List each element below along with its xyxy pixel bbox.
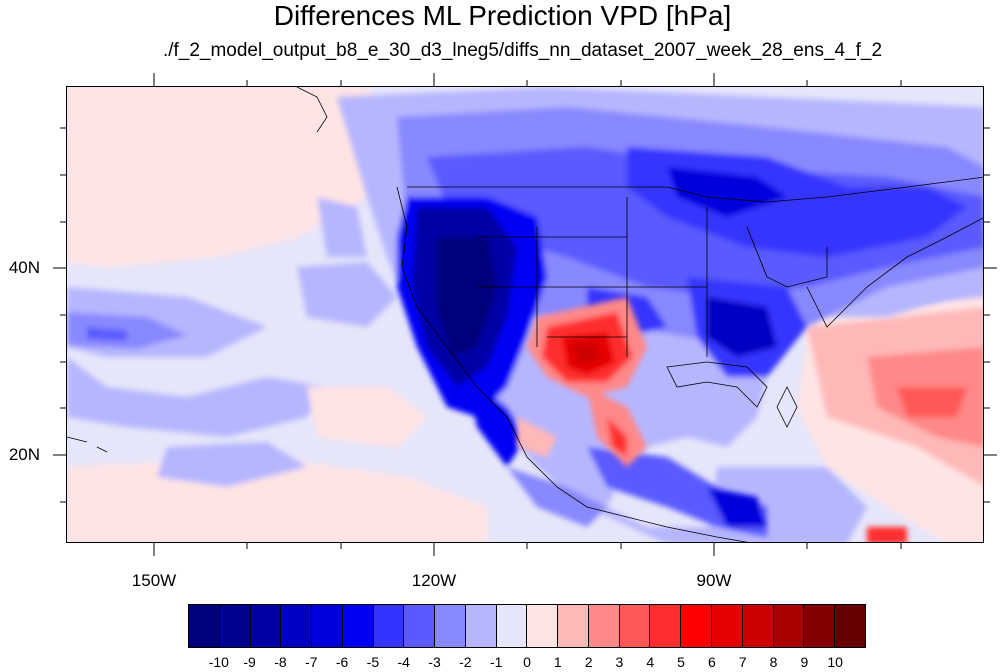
- colorbar-tick-label: -5: [366, 654, 380, 670]
- colorbar-tick-label: 0: [523, 654, 531, 670]
- colorbar-swatch: [496, 605, 528, 647]
- pacific-field: [67, 87, 487, 542]
- colorbar-swatch: [342, 605, 374, 647]
- lon-tick-label: 90W: [696, 571, 732, 590]
- colorbar-tick-label: -6: [335, 654, 349, 670]
- colorbar-tick-label: 4: [646, 654, 655, 670]
- colorbar-swatch: [404, 605, 436, 647]
- colorbar-swatch: [312, 605, 343, 647]
- colorbar-tick-label: 3: [615, 654, 624, 670]
- colorbar-swatch: [558, 605, 589, 647]
- texas-positive-anomaly: [517, 297, 647, 467]
- lon-tick-label: 120W: [411, 571, 457, 590]
- colorbar-tick-label: -2: [459, 654, 472, 670]
- colorbar-tick-label: -4: [397, 654, 410, 670]
- lon-tick-label: 150W: [131, 571, 177, 590]
- colorbar-tick-label: 9: [800, 654, 809, 670]
- colorbar-tick-label: 2: [584, 654, 593, 670]
- plot-subtitle: ./f_2_model_output_b8_e_30_d3_lneg5/diff…: [162, 40, 883, 61]
- colorbar-tick-label: -9: [243, 654, 256, 670]
- colorbar-swatch: [435, 605, 466, 647]
- colorbar-swatch: [650, 605, 682, 647]
- colorbar-tick-label: 1: [553, 654, 562, 670]
- plot-title: Differences ML Prediction VPD [hPa]: [273, 0, 732, 31]
- colorbar-swatch: [742, 605, 774, 647]
- colorbar-swatch: [373, 605, 405, 647]
- colorbar-swatch: [835, 605, 865, 647]
- colorbar-swatch: [527, 605, 559, 647]
- colorbar-tick-label: 5: [677, 654, 685, 670]
- colorbar-swatch: [681, 605, 713, 647]
- vpd-difference-map: [67, 87, 983, 542]
- colorbar-tick-label: 10: [827, 654, 843, 670]
- colorbar-tick-label: -7: [305, 654, 318, 670]
- colorbar-swatch: [773, 605, 805, 647]
- colorbar-swatch: [189, 605, 220, 647]
- map-panel: [66, 86, 984, 543]
- colorbar-tick-label: -3: [428, 654, 441, 670]
- colorbar-tick-label: -1: [489, 654, 503, 670]
- coastlines-and-borders: [67, 87, 983, 542]
- lat-tick-label: 40N: [8, 258, 40, 277]
- colorbar-tick-label: -8: [274, 654, 287, 670]
- colorbar-tick-label: -10: [208, 654, 229, 670]
- colorbar-swatch: [804, 605, 836, 647]
- colorbar-swatch: [281, 605, 313, 647]
- colorbar-swatch: [619, 605, 651, 647]
- colorbar: [188, 604, 866, 648]
- colorbar-swatch: [219, 605, 251, 647]
- colorbar-swatch: [465, 605, 497, 647]
- colorbar-swatch: [712, 605, 743, 647]
- colorbar-swatch: [588, 605, 620, 647]
- lat-tick-label: 20N: [8, 445, 40, 464]
- north-america-field: [337, 87, 983, 542]
- colorbar-tick-label: 8: [769, 654, 778, 670]
- colorbar-tick-label: 7: [738, 654, 747, 670]
- colorbar-tick-label: 6: [708, 654, 716, 670]
- colorbar-swatch: [250, 605, 282, 647]
